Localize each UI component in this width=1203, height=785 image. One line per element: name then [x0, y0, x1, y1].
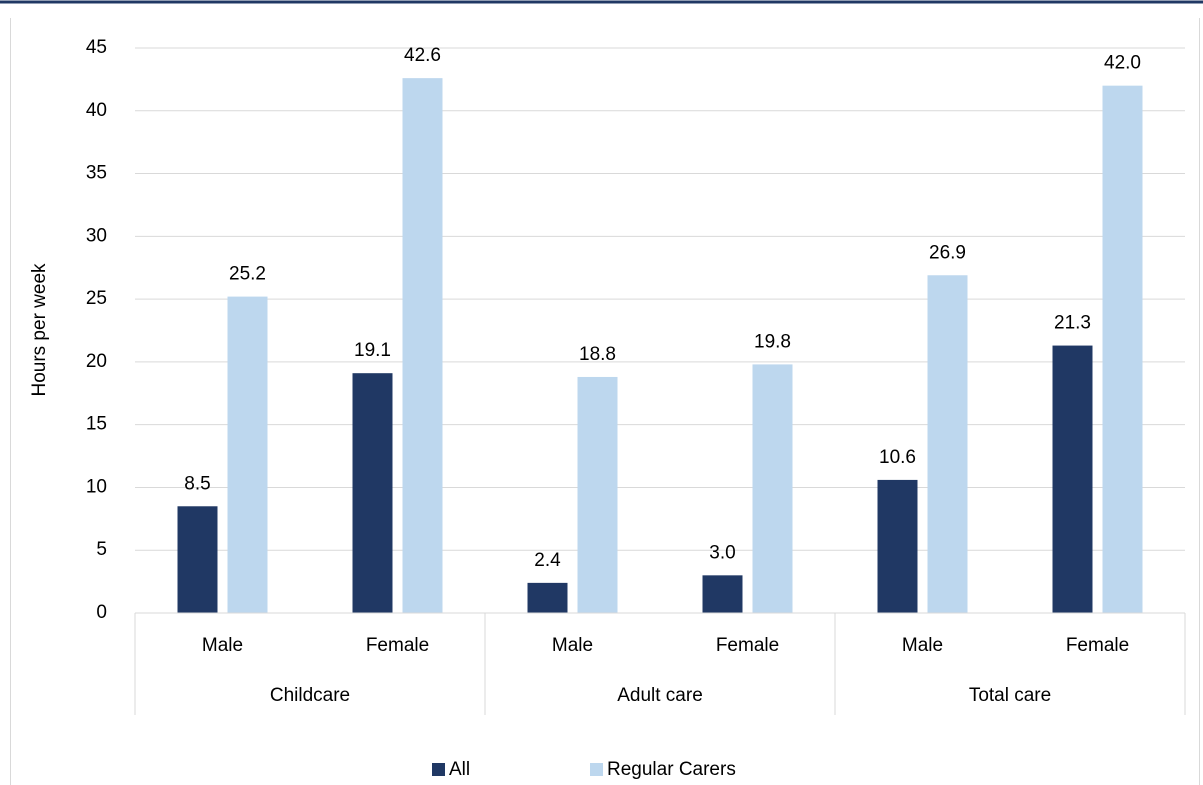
value-label: 10.6 — [879, 447, 916, 468]
y-tick-label: 5 — [96, 539, 107, 560]
legend-label: Regular Carers — [607, 759, 736, 780]
bar — [527, 582, 568, 613]
y-tick-label: 15 — [86, 414, 107, 435]
legend-swatch — [432, 763, 445, 776]
bar — [702, 575, 743, 613]
y-tick-label: 45 — [86, 37, 107, 58]
value-label: 25.2 — [229, 264, 266, 285]
x-tick-label: Male — [552, 635, 593, 656]
group-label: Adult care — [617, 685, 703, 706]
value-label: 3.0 — [709, 542, 735, 563]
legend-label: All — [449, 759, 470, 780]
bar — [352, 373, 393, 613]
y-tick-label: 35 — [86, 163, 107, 184]
bar — [577, 376, 618, 613]
bar — [927, 275, 968, 613]
value-label: 21.3 — [1054, 313, 1091, 334]
bar — [752, 364, 793, 613]
bar — [177, 506, 218, 613]
value-label: 26.9 — [929, 242, 966, 263]
group-label: Childcare — [270, 685, 350, 706]
x-tick-label: Male — [902, 635, 943, 656]
x-tick-label: Female — [716, 635, 779, 656]
value-label: 19.1 — [354, 340, 391, 361]
y-tick-label: 20 — [86, 351, 107, 372]
value-label: 42.0 — [1104, 53, 1141, 74]
bar — [1102, 85, 1143, 613]
value-label: 18.8 — [579, 344, 616, 365]
legend-swatch — [590, 763, 603, 776]
value-label: 19.8 — [754, 331, 791, 352]
y-axis-title: Hours per week — [29, 263, 50, 397]
bar — [402, 78, 443, 614]
value-label: 2.4 — [534, 550, 561, 571]
x-tick-label: Male — [202, 635, 243, 656]
value-label: 8.5 — [184, 473, 210, 494]
y-tick-label: 0 — [96, 602, 107, 623]
group-label: Total care — [969, 685, 1051, 706]
y-tick-label: 25 — [86, 288, 107, 309]
bar — [227, 296, 268, 613]
y-tick-label: 40 — [86, 100, 107, 121]
bar — [877, 479, 918, 613]
bar — [1052, 345, 1093, 613]
y-tick-label: 10 — [86, 476, 107, 497]
x-tick-label: Female — [366, 635, 429, 656]
value-label: 42.6 — [404, 45, 441, 66]
x-tick-label: Female — [1066, 635, 1129, 656]
y-tick-label: 30 — [86, 225, 107, 246]
